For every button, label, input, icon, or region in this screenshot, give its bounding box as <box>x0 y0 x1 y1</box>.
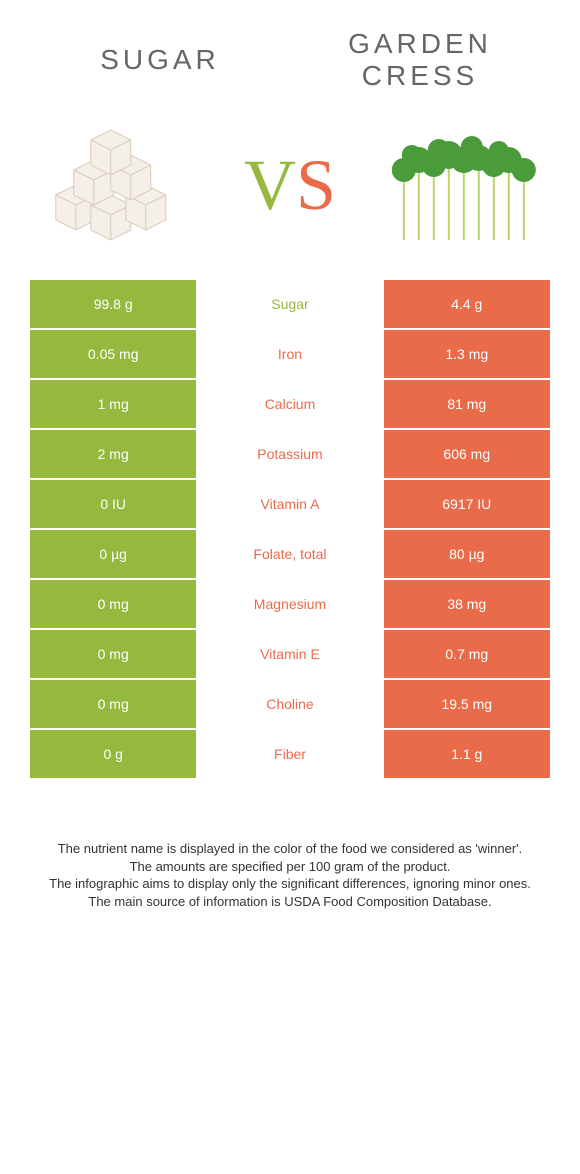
table-row: 0 gFiber1.1 g <box>30 730 550 780</box>
table-row: 0 µgFolate, total80 µg <box>30 530 550 580</box>
nutrient-label-cell: Vitamin A <box>196 480 383 528</box>
nutrient-label-cell: Iron <box>196 330 383 378</box>
nutrient-label-cell: Choline <box>196 680 383 728</box>
left-value-cell: 0 mg <box>30 630 196 678</box>
footnote-line: The nutrient name is displayed in the co… <box>30 840 550 858</box>
right-value-cell: 6917 IU <box>384 480 550 528</box>
hero-row: VS <box>30 110 550 260</box>
right-value-cell: 606 mg <box>384 430 550 478</box>
footnote-line: The main source of information is USDA F… <box>30 893 550 911</box>
left-value-cell: 0 g <box>30 730 196 778</box>
footnotes: The nutrient name is displayed in the co… <box>30 840 550 910</box>
right-food-title: Garden cress <box>290 28 550 92</box>
right-value-cell: 4.4 g <box>384 280 550 328</box>
right-value-cell: 80 µg <box>384 530 550 578</box>
left-value-cell: 0 µg <box>30 530 196 578</box>
right-value-cell: 1.3 mg <box>384 330 550 378</box>
table-row: 0 mgVitamin E0.7 mg <box>30 630 550 680</box>
nutrient-label-cell: Fiber <box>196 730 383 778</box>
left-value-cell: 99.8 g <box>30 280 196 328</box>
right-value-cell: 38 mg <box>384 580 550 628</box>
right-food-title-line1: Garden <box>348 28 492 59</box>
nutrient-label-cell: Magnesium <box>196 580 383 628</box>
left-value-cell: 2 mg <box>30 430 196 478</box>
left-value-cell: 0 mg <box>30 680 196 728</box>
right-food-title-line2: cress <box>362 60 478 91</box>
infographic-container: Sugar Garden cress VS <box>0 0 580 940</box>
right-value-cell: 1.1 g <box>384 730 550 778</box>
left-value-cell: 0 IU <box>30 480 196 528</box>
nutrient-label-cell: Calcium <box>196 380 383 428</box>
left-food-image <box>30 115 202 255</box>
nutrient-table: 99.8 gSugar4.4 g0.05 mgIron1.3 mg1 mgCal… <box>30 280 550 780</box>
right-value-cell: 0.7 mg <box>384 630 550 678</box>
right-value-cell: 19.5 mg <box>384 680 550 728</box>
nutrient-label-cell: Folate, total <box>196 530 383 578</box>
right-food-image <box>378 115 550 255</box>
left-value-cell: 0.05 mg <box>30 330 196 378</box>
right-value-cell: 81 mg <box>384 380 550 428</box>
vs-label: VS <box>202 144 379 227</box>
table-row: 0 mgMagnesium38 mg <box>30 580 550 630</box>
vs-letter-s: S <box>296 145 336 225</box>
table-row: 0 IUVitamin A6917 IU <box>30 480 550 530</box>
title-row: Sugar Garden cress <box>30 0 550 120</box>
sugar-cubes-icon <box>30 115 202 255</box>
footnote-line: The infographic aims to display only the… <box>30 875 550 893</box>
nutrient-label-cell: Potassium <box>196 430 383 478</box>
nutrient-label-cell: Sugar <box>196 280 383 328</box>
vs-letter-v: V <box>244 145 296 225</box>
nutrient-label-cell: Vitamin E <box>196 630 383 678</box>
footnote-line: The amounts are specified per 100 gram o… <box>30 858 550 876</box>
left-food-title: Sugar <box>30 44 290 76</box>
table-row: 0.05 mgIron1.3 mg <box>30 330 550 380</box>
garden-cress-icon <box>378 115 550 255</box>
left-value-cell: 0 mg <box>30 580 196 628</box>
left-value-cell: 1 mg <box>30 380 196 428</box>
table-row: 1 mgCalcium81 mg <box>30 380 550 430</box>
table-row: 99.8 gSugar4.4 g <box>30 280 550 330</box>
table-row: 2 mgPotassium606 mg <box>30 430 550 480</box>
table-row: 0 mgCholine19.5 mg <box>30 680 550 730</box>
